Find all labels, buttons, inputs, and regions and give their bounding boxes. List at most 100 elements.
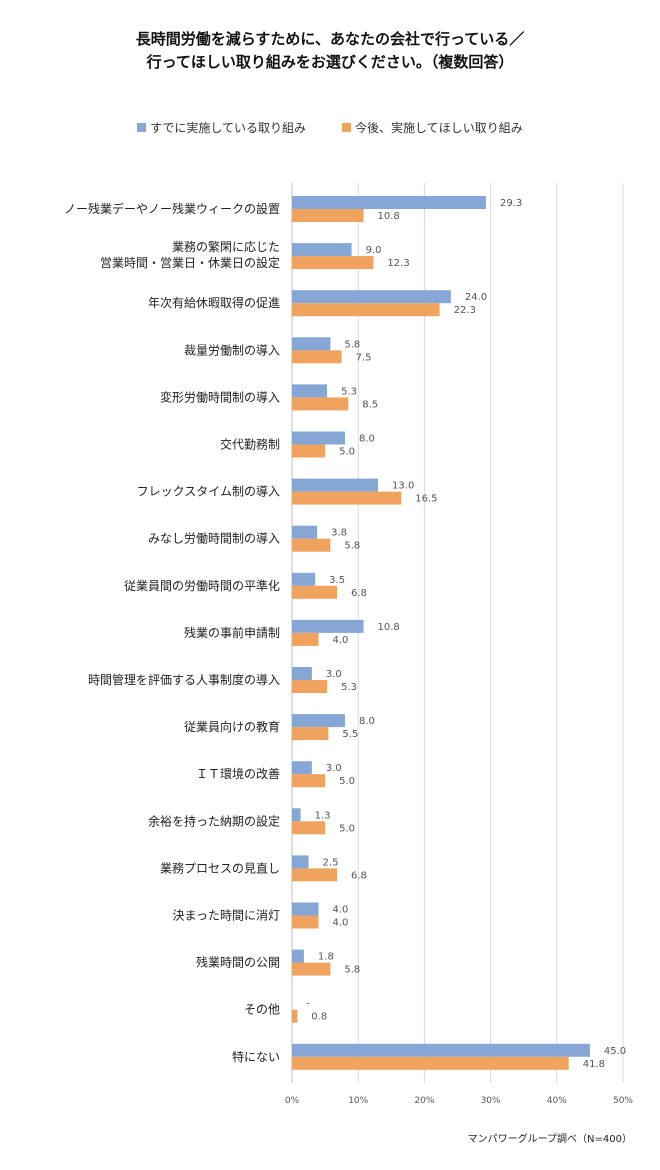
category-label-8: 従業員間の労働時間の平準化 <box>124 578 280 593</box>
value-label-current-16: 1.8 <box>318 952 334 963</box>
value-label-future-17: 0.8 <box>311 1012 327 1023</box>
bar-current-10 <box>292 667 312 680</box>
value-label-current-14: 2.5 <box>323 857 339 868</box>
bar-current-6 <box>292 478 379 492</box>
bar-future-14 <box>292 868 338 882</box>
value-label-current-7: 3.8 <box>331 528 347 539</box>
value-label-current-10: 3.0 <box>326 669 342 680</box>
category-label-10: 時間管理を評価する人事制度の導入 <box>88 672 280 687</box>
value-label-future-6: 16.5 <box>415 494 437 505</box>
legend-item-current: すでに実施している取り組み <box>137 119 306 136</box>
chart-title: 長時間労働を減らすために、あなたの会社で行っている／ 行ってほしい取り組みをお選… <box>0 28 660 74</box>
chart-legend: すでに実施している取り組み 今後、実施してほしい取り組み <box>0 119 660 136</box>
value-label-future-18: 41.8 <box>583 1059 605 1070</box>
legend-swatch-future <box>342 123 352 132</box>
value-label-current-0: 29.3 <box>500 198 522 209</box>
legend-swatch-current <box>137 123 147 132</box>
bar-current-16 <box>292 949 304 963</box>
bar-current-9 <box>292 619 364 633</box>
x-tick-label-4: 40% <box>547 1096 567 1106</box>
category-label-1-1: 営業時間・営業日・休業日の設定 <box>100 255 280 270</box>
category-label-17: その他 <box>244 1003 280 1017</box>
x-tick-label-2: 20% <box>414 1096 434 1106</box>
category-label-0: ノー残業デーやノー残業ウィークの設置 <box>64 201 280 216</box>
category-label-13: 余裕を持った納期の設定 <box>148 813 280 828</box>
bar-future-16 <box>292 962 331 976</box>
category-label-7: みなし労働時間制の導入 <box>148 532 280 546</box>
bar-current-18 <box>292 1043 590 1057</box>
bar-current-7 <box>292 525 318 539</box>
bar-future-12 <box>292 774 326 788</box>
category-label-1-0: 業務の繁閑に応じた <box>172 239 280 254</box>
bar-future-13 <box>292 821 326 835</box>
value-label-future-11: 5.5 <box>342 729 358 740</box>
value-label-current-1: 9.0 <box>366 245 382 256</box>
legend-label-current: すでに実施している取り組み <box>150 121 307 135</box>
value-label-current-15: 4.0 <box>332 905 348 916</box>
value-label-current-2: 24.0 <box>465 292 487 303</box>
value-label-current-4: 5.3 <box>341 386 357 397</box>
bar-future-1 <box>292 256 374 270</box>
bar-future-7 <box>292 538 331 552</box>
category-label-6: フレックスタイム制の導入 <box>137 485 280 499</box>
category-label-9: 残業の事前申請制 <box>184 625 280 640</box>
bar-future-8 <box>292 585 338 599</box>
bar-future-2 <box>292 303 440 317</box>
category-label-12: ＩＴ環境の改善 <box>196 766 280 781</box>
value-label-current-17: - <box>306 999 310 1010</box>
value-label-future-4: 8.5 <box>362 399 378 410</box>
value-label-current-6: 13.0 <box>392 481 414 492</box>
category-label-4: 変形労働時間制の導入 <box>160 389 280 404</box>
value-label-current-12: 3.0 <box>326 763 342 774</box>
value-label-future-14: 6.8 <box>351 870 367 881</box>
bar-current-5 <box>292 431 345 445</box>
bar-current-3 <box>292 337 331 351</box>
category-label-5: 交代勤務制 <box>220 437 280 452</box>
category-label-14: 業務プロセスの見直し <box>160 861 280 875</box>
category-label-11: 従業員向けの教育 <box>184 719 280 734</box>
source-note: マンパワーグループ調べ（N=400） <box>467 1134 632 1145</box>
value-label-current-18: 45.0 <box>604 1046 626 1057</box>
value-label-current-3: 5.8 <box>344 339 360 350</box>
bar-future-9 <box>292 632 319 646</box>
bar-future-0 <box>292 209 364 222</box>
value-label-current-8: 3.5 <box>329 575 345 586</box>
bar-future-5 <box>292 444 326 458</box>
bar-future-10 <box>292 680 328 693</box>
bar-future-4 <box>292 397 349 411</box>
bar-future-18 <box>292 1056 569 1070</box>
value-label-future-1: 12.3 <box>387 258 409 269</box>
value-label-future-8: 6.8 <box>351 588 367 599</box>
category-label-18: 特にない <box>232 1049 280 1064</box>
value-label-future-13: 5.0 <box>339 823 355 834</box>
value-label-future-9: 4.0 <box>332 635 348 646</box>
category-label-3: 裁量労働制の導入 <box>184 343 280 357</box>
category-label-15: 決まった時間に消灯 <box>172 909 280 923</box>
x-tick-label-0: 0% <box>285 1096 300 1106</box>
legend-item-future: 今後、実施してほしい取り組み <box>342 119 523 136</box>
bar-current-1 <box>292 243 352 257</box>
bar-current-8 <box>292 572 316 586</box>
bar-current-12 <box>292 761 312 775</box>
bar-future-6 <box>292 491 402 505</box>
value-label-current-9: 10.8 <box>377 622 399 633</box>
bar-future-11 <box>292 727 329 741</box>
category-label-2: 年次有給休暇取得の促進 <box>148 295 280 310</box>
value-label-future-12: 5.0 <box>339 776 355 787</box>
value-label-future-5: 5.0 <box>339 447 355 458</box>
value-label-future-16: 5.8 <box>344 965 360 976</box>
value-label-future-3: 7.5 <box>356 352 372 363</box>
bar-current-11 <box>292 714 345 728</box>
value-label-future-7: 5.8 <box>344 541 360 552</box>
chart-title-line-2: 行ってほしい取り組みをお選びください。（複数回答） <box>146 53 514 71</box>
value-label-future-2: 22.3 <box>454 305 476 316</box>
value-label-current-11: 8.0 <box>359 716 375 727</box>
value-label-future-10: 5.3 <box>341 682 357 693</box>
bar-current-4 <box>292 384 328 398</box>
bar-current-2 <box>292 290 451 304</box>
bar-future-3 <box>292 350 342 364</box>
legend-label-future: 今後、実施してほしい取り組み <box>355 121 523 135</box>
bar-current-13 <box>292 808 301 822</box>
value-label-current-5: 8.0 <box>359 434 375 445</box>
x-tick-label-3: 30% <box>481 1096 501 1106</box>
